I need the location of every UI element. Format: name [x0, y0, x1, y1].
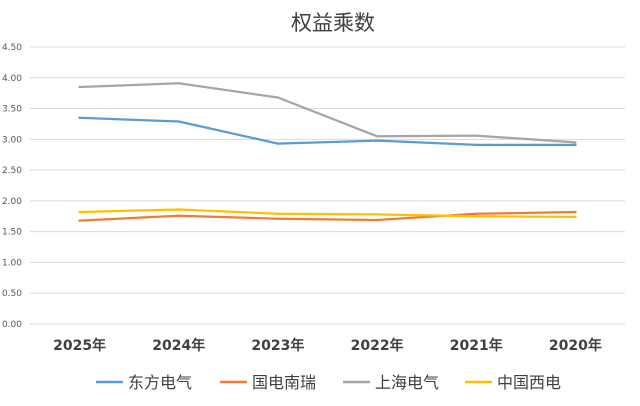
data-point — [375, 213, 379, 216]
data-point — [375, 135, 379, 138]
x-tick-label: 2023年 — [251, 337, 304, 354]
y-tick-label: 4.00 — [2, 74, 22, 84]
data-point — [177, 120, 180, 123]
x-tick-label: 2024年 — [152, 337, 205, 354]
data-point — [475, 215, 478, 218]
series-line-0 — [78, 116, 577, 147]
data-point — [475, 143, 478, 147]
data-point — [574, 141, 577, 144]
data-point — [78, 116, 81, 119]
legend-label: 国电南瑞 — [252, 373, 316, 392]
x-axis: 2025年 2024年 2023年 2022年 2021年 2020年 — [53, 337, 602, 354]
y-tick-label: 0.50 — [2, 289, 22, 299]
data-point — [177, 82, 180, 85]
grid-lines — [30, 46, 625, 325]
data-point — [78, 210, 81, 214]
y-axis: 0.00 0.50 1.00 1.50 2.00 2.50 3.00 3.50 4.00 4.50 — [2, 43, 22, 330]
legend-label: 东方电气 — [128, 373, 192, 392]
data-point — [375, 139, 379, 142]
data-point — [375, 218, 379, 222]
y-tick-label: 1.50 — [2, 228, 22, 238]
x-tick-label: 2022年 — [351, 337, 404, 354]
y-tick-label: 2.00 — [2, 197, 22, 207]
y-tick-label: 3.00 — [2, 135, 22, 145]
data-point — [78, 219, 81, 222]
data-point — [574, 143, 577, 147]
data-point — [574, 210, 577, 214]
y-tick-label: 0.00 — [2, 320, 22, 330]
y-tick-label: 2.50 — [2, 166, 22, 176]
y-tick-label: 3.50 — [2, 105, 22, 115]
x-tick-label: 2025年 — [53, 337, 106, 354]
x-tick-label: 2021年 — [450, 337, 503, 354]
series-lines — [78, 82, 577, 222]
series-line-1 — [78, 210, 577, 222]
data-point — [475, 212, 478, 216]
legend-label: 中国西电 — [497, 373, 561, 392]
data-point — [574, 215, 577, 219]
chart-title: 权益乘数 — [291, 11, 375, 35]
series-line-3 — [78, 208, 577, 219]
y-tick-label: 1.00 — [2, 258, 22, 268]
data-point — [276, 96, 280, 99]
data-point — [177, 214, 180, 217]
series-line-2 — [78, 82, 577, 144]
legend: 东方电气 国电南瑞 上海电气 中国西电 — [96, 373, 561, 392]
x-tick-label: 2020年 — [549, 337, 602, 354]
y-tick-label: 4.50 — [2, 43, 22, 53]
data-point — [276, 142, 280, 145]
legend-label: 上海电气 — [375, 373, 439, 392]
data-point — [475, 134, 478, 137]
data-point — [276, 212, 280, 216]
data-point — [78, 85, 81, 89]
data-point — [177, 208, 180, 211]
data-point — [276, 217, 280, 220]
